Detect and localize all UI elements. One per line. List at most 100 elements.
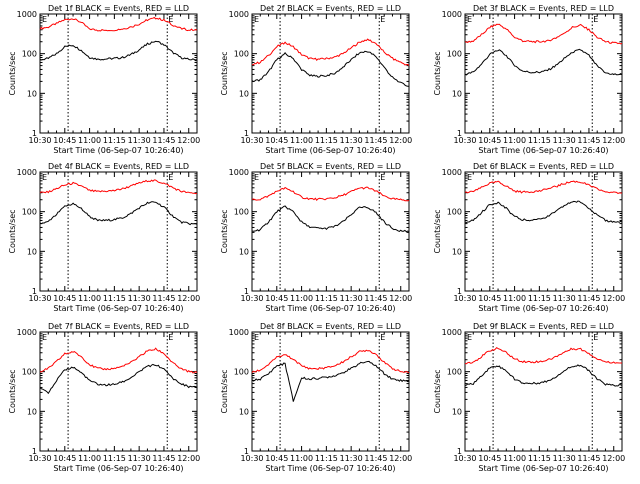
chart-title: Det 8f BLACK = Events, RED = LLD: [260, 322, 401, 331]
x-tick-label: 10:45: [265, 454, 288, 463]
series-line-lld: [464, 346, 622, 365]
marker-e-label: E: [380, 333, 385, 342]
y-tick-label: 100: [234, 208, 249, 217]
x-axis-label: Start Time (06-Sep-07 10:26:40): [265, 464, 395, 473]
series-line-lld: [251, 349, 410, 374]
x-tick-label: 11:45: [152, 136, 175, 145]
chart-panel-8: Det 8f BLACK = Events, RED = LLD 1 10 100 10…: [220, 322, 412, 473]
marker-e-label: E: [254, 333, 259, 342]
x-axis-label: Start Time (06-Sep-07 10:26:40): [265, 146, 395, 155]
marker-e-label: E: [254, 173, 259, 182]
x-tick-label: 10:30: [240, 294, 263, 303]
series-line-events: [251, 360, 410, 402]
x-axis-label: Start Time (06-Sep-07 10:26:40): [265, 304, 395, 313]
series-line-events: [251, 205, 410, 233]
marker-e-label: E: [42, 15, 47, 24]
x-tick-label: 10:30: [28, 454, 51, 463]
marker-e-label: E: [42, 333, 47, 342]
x-tick-label: 11:00: [503, 136, 526, 145]
y-tick-label: 100: [447, 368, 462, 377]
chart-title: Det 2f BLACK = Events, RED = LLD: [260, 4, 401, 13]
x-tick-label: 11:15: [315, 136, 338, 145]
x-tick-label: 11:00: [78, 454, 101, 463]
plot-frame: [251, 331, 410, 452]
chart-panel-5: Det 5f BLACK = Events, RED = LLD 1 10 100 10…: [220, 162, 412, 313]
x-tick-label: 10:45: [53, 136, 76, 145]
plot-frame: [39, 171, 198, 292]
x-tick-label: 11:30: [340, 454, 363, 463]
y-tick-label: 100: [447, 50, 462, 59]
y-tick-label: 10: [27, 247, 37, 256]
x-axis-label: Start Time (06-Sep-07 10:26:40): [478, 146, 608, 155]
x-tick-label: 12:00: [177, 454, 200, 463]
series-line-lld: [39, 16, 198, 32]
y-tick-label: 1: [32, 447, 37, 456]
x-tick-label: 11:30: [128, 294, 151, 303]
y-tick-label: 1: [244, 287, 249, 296]
x-tick-label: 10:30: [453, 454, 476, 463]
chart-panel-7: Det 7f BLACK = Events, RED = LLD 1 10 100 10…: [8, 322, 200, 473]
chart-title: Det 1f BLACK = Events, RED = LLD: [48, 4, 189, 13]
chart-panel-1: Det 1f BLACK = Events, RED = LLD 1 10 100 10…: [8, 4, 200, 155]
marker-e-label: E: [593, 333, 598, 342]
plot-frame: [464, 13, 623, 134]
y-axis-label: Counts/sec: [220, 51, 229, 95]
x-axis-label: Start Time (06-Sep-07 10:26:40): [478, 464, 608, 473]
x-tick-label: 11:15: [528, 454, 551, 463]
marker-e-label: E: [593, 173, 598, 182]
x-tick-label: 11:45: [364, 136, 387, 145]
y-tick-label: 100: [234, 368, 249, 377]
x-tick-label: 11:15: [103, 454, 126, 463]
chart-title: Det 6f BLACK = Events, RED = LLD: [473, 162, 614, 171]
series-line-lld: [39, 347, 198, 374]
x-tick-label: 12:00: [602, 294, 625, 303]
marker-e-label: E: [168, 15, 173, 24]
chart-title: Det 3f BLACK = Events, RED = LLD: [473, 4, 614, 13]
series-line-lld: [464, 23, 623, 45]
chart-panel-4: Det 4f BLACK = Events, RED = LLD 1 10 100 10…: [8, 162, 200, 313]
x-axis-label: Start Time (06-Sep-07 10:26:40): [53, 304, 183, 313]
y-tick-label: 1000: [17, 168, 37, 177]
chart-panel-6: Det 6f BLACK = Events, RED = LLD 1 10 100 10…: [433, 162, 625, 313]
x-tick-label: 11:30: [128, 136, 151, 145]
x-tick-label: 12:00: [389, 136, 412, 145]
y-tick-label: 10: [27, 407, 37, 416]
chart-panel-2: Det 2f BLACK = Events, RED = LLD 1 10 100 10…: [220, 4, 412, 155]
x-tick-label: 12:00: [389, 294, 412, 303]
y-tick-label: 1: [32, 129, 37, 138]
x-tick-label: 11:45: [364, 454, 387, 463]
y-tick-label: 10: [239, 247, 249, 256]
x-tick-label: 12:00: [177, 136, 200, 145]
x-tick-label: 11:45: [152, 294, 175, 303]
y-tick-label: 1000: [442, 10, 462, 19]
series-line-events: [464, 364, 623, 387]
y-tick-label: 10: [239, 407, 249, 416]
chart-title: Det 7f BLACK = Events, RED = LLD: [48, 322, 189, 331]
marker-e-label: E: [467, 173, 472, 182]
x-tick-label: 12:00: [602, 454, 625, 463]
x-tick-label: 11:15: [528, 294, 551, 303]
x-tick-label: 10:30: [240, 454, 263, 463]
x-tick-label: 11:15: [315, 294, 338, 303]
x-tick-label: 10:45: [478, 454, 501, 463]
x-tick-label: 10:30: [28, 294, 51, 303]
y-tick-label: 10: [452, 407, 462, 416]
x-tick-label: 11:30: [340, 136, 363, 145]
marker-e-label: E: [168, 333, 173, 342]
x-tick-label: 11:30: [340, 294, 363, 303]
y-axis-label: Counts/sec: [433, 209, 442, 253]
x-tick-label: 11:45: [577, 294, 600, 303]
y-tick-label: 100: [22, 208, 37, 217]
x-tick-label: 10:45: [53, 294, 76, 303]
x-tick-label: 10:45: [478, 294, 501, 303]
x-axis-label: Start Time (06-Sep-07 10:26:40): [53, 146, 183, 155]
y-tick-label: 100: [447, 208, 462, 217]
series-line-lld: [39, 179, 198, 195]
x-tick-label: 11:15: [103, 294, 126, 303]
x-tick-label: 11:45: [364, 294, 387, 303]
y-axis-label: Counts/sec: [8, 51, 17, 95]
series-line-lld: [251, 38, 410, 66]
x-tick-label: 11:15: [315, 454, 338, 463]
marker-e-label: E: [467, 15, 472, 24]
